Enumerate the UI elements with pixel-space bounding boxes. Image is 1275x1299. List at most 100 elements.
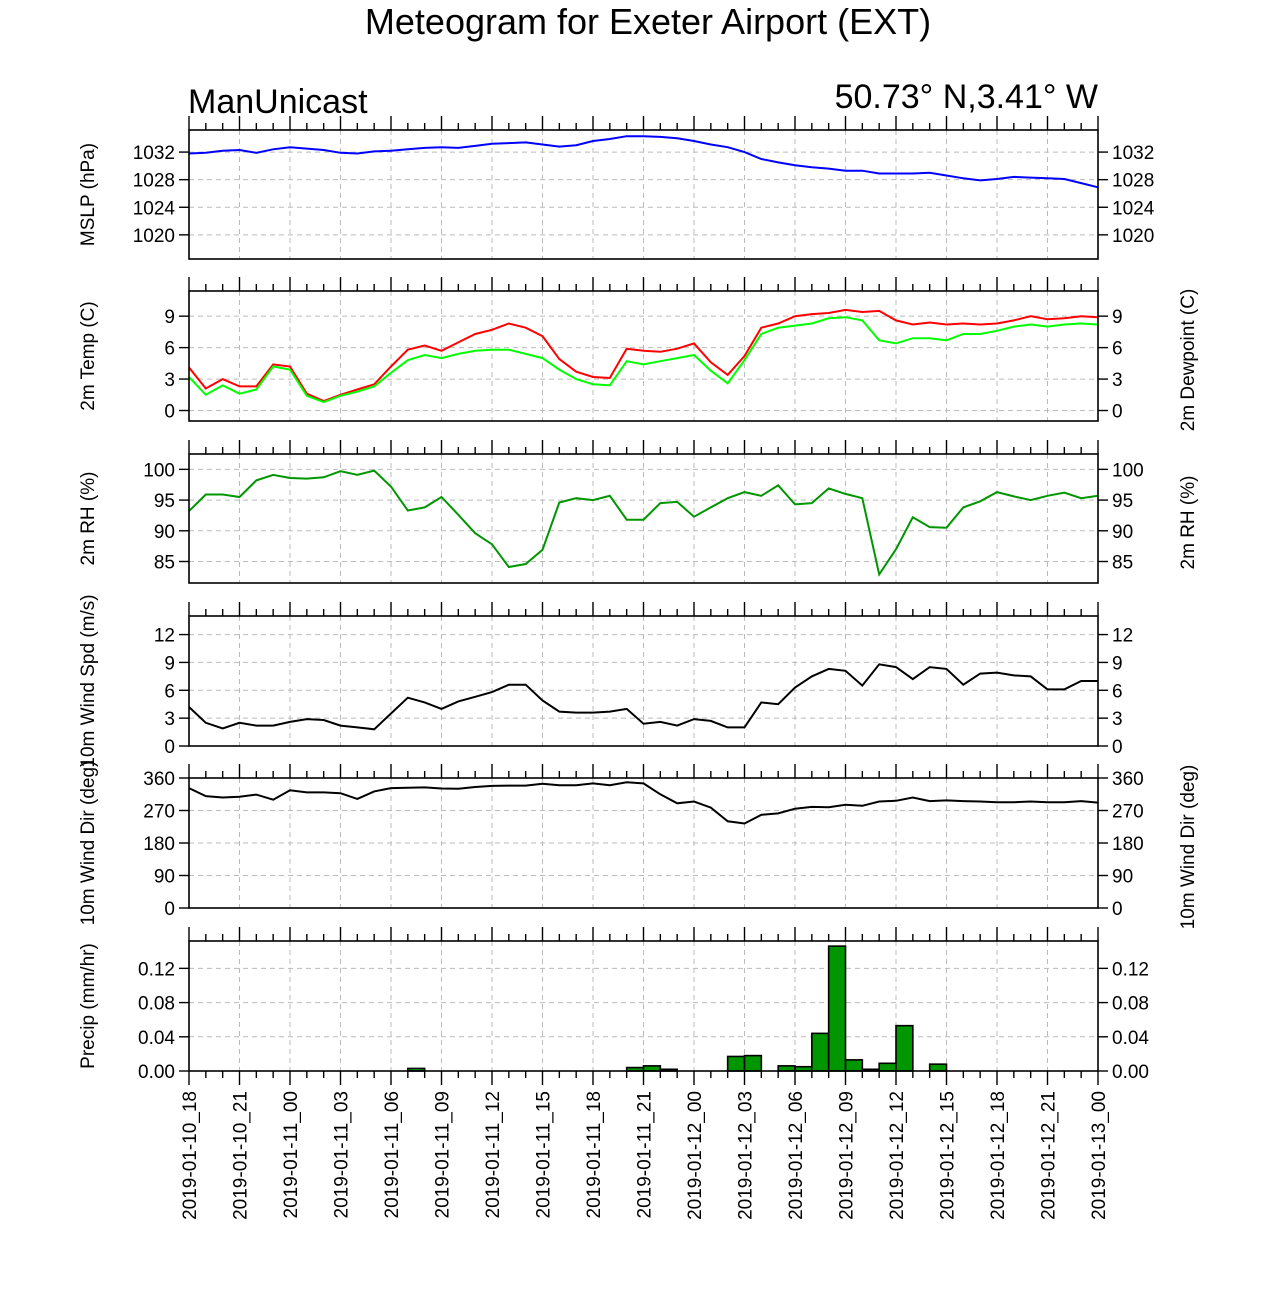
precipitation-right-tick-label: 0.00 [1112, 1062, 1149, 1083]
temperature-left-tick-label: 0 [164, 402, 175, 423]
precipitation-right-tick-label: 0.08 [1112, 994, 1149, 1015]
mslp-left-tick-label: 1032 [133, 143, 175, 164]
model-label: ManUnicast [188, 83, 368, 121]
temperature-panel: 0 0 3 3 6 6 9 9 2m Temp (C) 2m Dewpoint (C) [78, 277, 1199, 431]
mslp-left-tick-label: 1028 [133, 171, 175, 192]
relative-humidity-right-tick-label: 90 [1112, 522, 1133, 543]
temperature-left-tick-label: 3 [164, 370, 175, 391]
wind-speed-panel: 0 0 3 3 6 6 9 9 12 12 10m Wind Spd (m/s) [78, 594, 1133, 767]
meteogram-panels: 1020 1020 1024 1024 1028 1028 1032 1032 MSLP (hP… [78, 116, 1199, 1083]
time-tick-label: 2019-01-11_18 [584, 1091, 605, 1218]
time-tick-label: 2019-01-10_21 [231, 1091, 252, 1220]
time-tick-label: 2019-01-12_09 [837, 1091, 858, 1220]
figure-title: Meteogram for Exeter Airport (EXT) [365, 1, 931, 42]
mslp-axis-label: MSLP (hPa) [78, 143, 99, 246]
wind-speed-right-tick-label: 0 [1112, 737, 1123, 758]
temperature-right-tick-label: 6 [1112, 339, 1123, 360]
wind-direction-left-tick-label: 270 [143, 802, 175, 823]
time-tick-label: 2019-01-10_18 [180, 1091, 201, 1220]
wind-speed-right-tick-label: 12 [1112, 626, 1133, 647]
relative-humidity-panel: 85 85 90 90 95 95 100 100 2m RH (%) 2m RH (%) [78, 440, 1199, 584]
time-tick-label: 2019-01-11_06 [382, 1091, 403, 1218]
time-tick-label: 2019-01-12_21 [1039, 1091, 1060, 1220]
wind-speed-right-tick-label: 6 [1112, 681, 1123, 702]
wind-speed-right-tick-label: 9 [1112, 653, 1123, 674]
relative-humidity-left-tick-label: 90 [154, 522, 175, 543]
relative-humidity-left-tick-label: 100 [143, 460, 175, 481]
relative-humidity-series-line-1 [188, 469, 1099, 577]
precip-bar [743, 1054, 763, 1072]
wind-direction-panel: 0 0 90 90 180 180 270 270 360 360 10m Wind Dir (de… [78, 761, 1199, 930]
mslp-series-line-1 [188, 135, 1099, 189]
precipitation-right-tick-label: 0.12 [1112, 959, 1149, 980]
precip-bar [811, 1032, 830, 1072]
temperature-right-tick-label: 3 [1112, 370, 1123, 391]
time-tick-label: 2019-01-11_03 [332, 1091, 353, 1218]
precipitation-left-tick-label: 0.00 [138, 1062, 175, 1083]
wind-direction-right-tick-label: 180 [1112, 834, 1144, 855]
precip-bar [844, 1059, 864, 1072]
wind-direction-left-tick-label: 180 [143, 834, 175, 855]
mslp-right-tick-label: 1028 [1112, 171, 1154, 192]
mslp-panel: 1020 1020 1024 1024 1028 1028 1032 1032 MSLP (hP… [78, 116, 1155, 260]
mslp-left-tick-label: 1024 [133, 198, 176, 219]
wind-direction-axis-label: 10m Wind Dir (deg) [78, 761, 99, 926]
time-tick-label: 2019-01-12_12 [887, 1091, 908, 1220]
time-axis: 2019-01-10_18 2019-01-10_21 2019-01-11_00 2… [180, 1071, 1110, 1220]
wind-direction-left-tick-label: 360 [143, 769, 175, 790]
wind-speed-left-tick-label: 6 [164, 681, 175, 702]
wind-direction-left-tick-label: 0 [164, 899, 175, 920]
wind-direction-left-tick-label: 90 [154, 867, 175, 888]
relative-humidity-right-tick-label: 100 [1112, 460, 1144, 481]
relative-humidity-left-tick-label: 85 [154, 553, 175, 574]
wind-direction-series-line-1 [188, 781, 1099, 825]
time-tick-label: 2019-01-11_15 [534, 1091, 555, 1218]
wind-speed-series-line-1 [188, 663, 1098, 731]
precipitation-left-tick-label: 0.12 [138, 959, 175, 980]
wind-direction-right-axis-label: 10m Wind Dir (deg) [1178, 765, 1199, 930]
temperature-right-axis-label: 2m Dewpoint (C) [1178, 289, 1199, 432]
precip-bar [726, 1055, 746, 1072]
precipitation-panel: 0.00 0.00 0.04 0.04 0.08 0.08 0.12 0.12 Precip (… [78, 927, 1149, 1083]
wind-speed-left-tick-label: 0 [164, 737, 175, 758]
time-tick-label: 2019-01-12_15 [938, 1091, 959, 1220]
time-tick-label: 2019-01-12_00 [685, 1091, 706, 1220]
mslp-right-tick-label: 1032 [1112, 143, 1154, 164]
precipitation-axis-label: Precip (mm/hr) [78, 943, 99, 1069]
temperature-series-line-2 [188, 316, 1099, 404]
temperature-right-tick-label: 9 [1112, 307, 1123, 328]
wind-direction-right-tick-label: 360 [1112, 769, 1144, 790]
wind-speed-right-tick-label: 3 [1112, 709, 1123, 730]
mslp-left-tick-label: 1020 [133, 226, 175, 247]
time-tick-label: 2019-01-13_00 [1089, 1091, 1110, 1220]
temperature-axis-label: 2m Temp (C) [78, 301, 99, 410]
precipitation-right-tick-label: 0.04 [1112, 1028, 1149, 1049]
wind-speed-left-tick-label: 3 [164, 709, 175, 730]
wind-speed-axis-label: 10m Wind Spd (m/s) [78, 594, 99, 767]
location-label: 50.73° N,3.41° W [835, 78, 1098, 116]
wind-speed-left-tick-label: 9 [164, 653, 175, 674]
relative-humidity-axis-label: 2m RH (%) [78, 472, 99, 566]
precip-bar [878, 1062, 897, 1072]
wind-direction-right-tick-label: 270 [1112, 802, 1144, 823]
wind-direction-right-tick-label: 90 [1112, 867, 1133, 888]
time-tick-label: 2019-01-11_12 [483, 1091, 504, 1218]
time-tick-label: 2019-01-12_03 [736, 1091, 757, 1220]
wind-speed-left-tick-label: 12 [154, 626, 175, 647]
relative-humidity-right-tick-label: 85 [1112, 553, 1133, 574]
mslp-right-tick-label: 1024 [1112, 198, 1155, 219]
temperature-right-tick-label: 0 [1112, 402, 1123, 423]
relative-humidity-right-axis-label: 2m RH (%) [1178, 476, 1199, 570]
time-tick-label: 2019-01-12_18 [988, 1091, 1009, 1220]
precipitation-left-tick-label: 0.08 [138, 994, 175, 1015]
temperature-left-tick-label: 9 [164, 307, 175, 328]
time-tick-label: 2019-01-12_06 [786, 1091, 807, 1220]
relative-humidity-left-tick-label: 95 [154, 491, 175, 512]
temperature-left-tick-label: 6 [164, 339, 175, 360]
wind-direction-right-tick-label: 0 [1112, 899, 1123, 920]
precipitation-left-tick-label: 0.04 [138, 1028, 175, 1049]
mslp-right-tick-label: 1020 [1112, 226, 1154, 247]
precip-bar [827, 945, 847, 1072]
time-tick-label: 2019-01-11_00 [281, 1091, 302, 1218]
